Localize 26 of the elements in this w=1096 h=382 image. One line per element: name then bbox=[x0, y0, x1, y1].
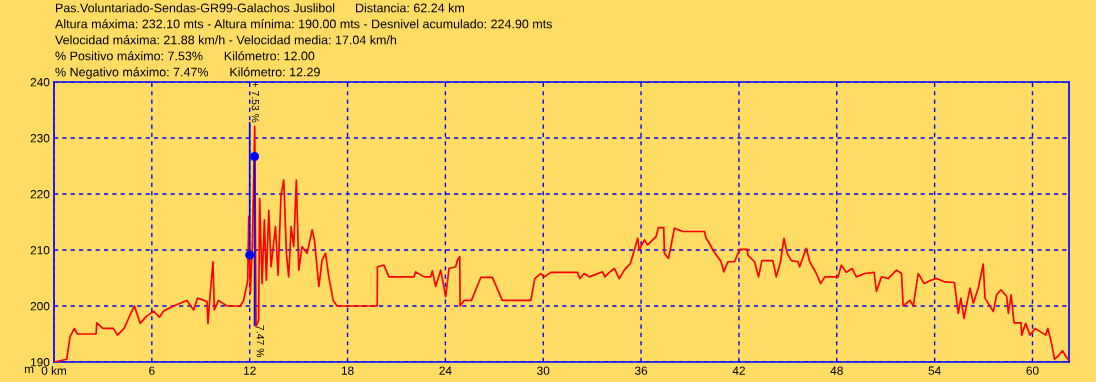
x-tick-label: 24 bbox=[439, 366, 452, 375]
x-tick-label: 0 km bbox=[41, 366, 67, 375]
y-tick-label: 230 bbox=[30, 134, 50, 143]
text: % Positivo máximo: 7.53% Kilómetro: 12.00 bbox=[55, 51, 315, 61]
x-tick-label: 36 bbox=[634, 366, 648, 375]
text: Velocidad máxima: 21.88 km/h - Velocidad media: 17.04 km/h bbox=[55, 35, 397, 45]
x-tick-label: 30 bbox=[537, 366, 550, 375]
y-tick-label: 200 bbox=[30, 302, 50, 311]
chart-title: Pas.Voluntariado-Sendas-GR99-Galachos Juslibol bbox=[56, 3, 335, 13]
text: Altura máxima: 232.10 mts - Altura mínima: 190.00 mts - Desnivel acumulado: 224.90 mts bbox=[55, 19, 552, 29]
text: % Negativo máximo: 7.47% Kilómetro: 12.29 bbox=[55, 67, 320, 79]
annotation: 7.47 % bbox=[256, 325, 264, 358]
y-tick-label: 240 bbox=[30, 78, 50, 87]
text: Distancia: 62.24 km bbox=[356, 3, 464, 13]
x-tick-label: 48 bbox=[830, 366, 843, 375]
x-tick-label: 12 bbox=[244, 366, 256, 375]
y-tick-label: 220 bbox=[30, 190, 50, 199]
x-tick-label: 6 bbox=[149, 366, 155, 375]
x-tick-label: 54 bbox=[928, 366, 941, 375]
x-tick-label: 42 bbox=[732, 366, 745, 375]
y-tick-label: 190 bbox=[31, 358, 50, 367]
x-tick-label: 18 bbox=[341, 366, 354, 375]
y-axis-title: m bbox=[24, 366, 34, 374]
y-tick-label: 210 bbox=[30, 246, 50, 255]
x-tick-label: 60 bbox=[1026, 366, 1039, 375]
annotation: + 7.53 % bbox=[251, 81, 260, 123]
